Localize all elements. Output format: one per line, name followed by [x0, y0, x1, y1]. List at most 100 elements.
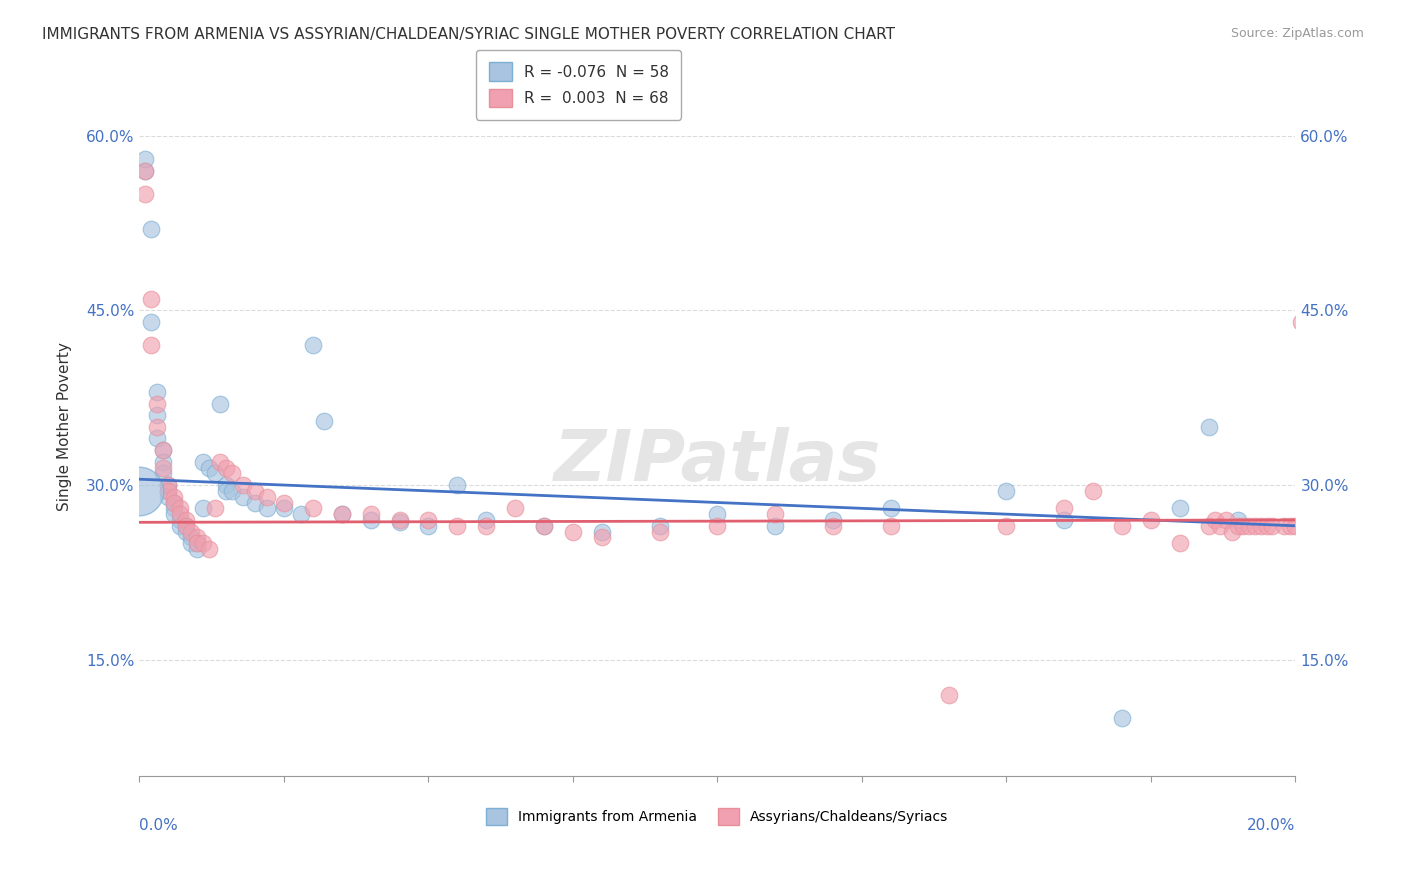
- Point: [152, 455, 174, 469]
- Point: [1111, 711, 1133, 725]
- Point: [1272, 518, 1295, 533]
- Point: [995, 518, 1018, 533]
- Point: [938, 688, 960, 702]
- Point: [1284, 518, 1306, 533]
- Point: [209, 396, 232, 410]
- Point: [204, 501, 226, 516]
- Text: Source: ZipAtlas.com: Source: ZipAtlas.com: [1230, 27, 1364, 40]
- Point: [1244, 518, 1267, 533]
- Point: [301, 338, 323, 352]
- Point: [1220, 524, 1243, 539]
- Point: [1250, 518, 1272, 533]
- Point: [163, 507, 186, 521]
- Point: [204, 467, 226, 481]
- Point: [533, 518, 555, 533]
- Point: [388, 513, 411, 527]
- Point: [163, 490, 186, 504]
- Point: [591, 524, 613, 539]
- Point: [215, 478, 238, 492]
- Point: [273, 495, 295, 509]
- Point: [360, 513, 382, 527]
- Point: [1081, 483, 1104, 498]
- Point: [706, 507, 728, 521]
- Point: [243, 483, 266, 498]
- Point: [388, 516, 411, 530]
- Point: [134, 152, 156, 166]
- Point: [1226, 513, 1249, 527]
- Point: [180, 531, 202, 545]
- Point: [561, 524, 583, 539]
- Point: [475, 518, 498, 533]
- Point: [533, 518, 555, 533]
- Point: [139, 222, 162, 236]
- Point: [146, 396, 169, 410]
- Point: [1237, 518, 1260, 533]
- Point: [198, 542, 221, 557]
- Point: [191, 536, 214, 550]
- Point: [209, 455, 232, 469]
- Point: [706, 518, 728, 533]
- Point: [180, 524, 202, 539]
- Point: [157, 478, 180, 492]
- Point: [648, 524, 671, 539]
- Point: [314, 414, 336, 428]
- Point: [1209, 518, 1232, 533]
- Point: [139, 292, 162, 306]
- Point: [1053, 501, 1076, 516]
- Point: [134, 163, 156, 178]
- Point: [139, 338, 162, 352]
- Point: [290, 507, 312, 521]
- Point: [418, 518, 440, 533]
- Point: [152, 460, 174, 475]
- Point: [174, 518, 197, 533]
- Point: [186, 536, 208, 550]
- Point: [256, 501, 278, 516]
- Point: [163, 501, 186, 516]
- Point: [174, 524, 197, 539]
- Point: [880, 518, 903, 533]
- Point: [1198, 518, 1220, 533]
- Point: [215, 460, 238, 475]
- Point: [180, 536, 202, 550]
- Point: [134, 163, 156, 178]
- Point: [174, 513, 197, 527]
- Point: [232, 490, 254, 504]
- Point: [1140, 513, 1163, 527]
- Point: [1278, 518, 1301, 533]
- Point: [1111, 518, 1133, 533]
- Point: [360, 507, 382, 521]
- Point: [1232, 518, 1254, 533]
- Point: [146, 408, 169, 422]
- Point: [1053, 513, 1076, 527]
- Point: [152, 443, 174, 458]
- Point: [146, 384, 169, 399]
- Point: [446, 478, 468, 492]
- Text: ZIPatlas: ZIPatlas: [554, 427, 882, 496]
- Legend: Immigrants from Armenia, Assyrians/Chaldeans/Syriacs: Immigrants from Armenia, Assyrians/Chald…: [479, 801, 955, 832]
- Point: [215, 483, 238, 498]
- Point: [475, 513, 498, 527]
- Point: [418, 513, 440, 527]
- Point: [273, 501, 295, 516]
- Point: [1204, 513, 1226, 527]
- Point: [648, 518, 671, 533]
- Point: [503, 501, 526, 516]
- Point: [1168, 536, 1191, 550]
- Point: [232, 478, 254, 492]
- Point: [1226, 518, 1249, 533]
- Text: 0.0%: 0.0%: [139, 818, 179, 833]
- Point: [591, 531, 613, 545]
- Text: 20.0%: 20.0%: [1247, 818, 1295, 833]
- Point: [1256, 518, 1278, 533]
- Point: [186, 536, 208, 550]
- Point: [221, 467, 243, 481]
- Point: [763, 518, 786, 533]
- Point: [146, 432, 169, 446]
- Point: [157, 490, 180, 504]
- Point: [191, 455, 214, 469]
- Point: [1289, 315, 1312, 329]
- Point: [139, 315, 162, 329]
- Point: [186, 531, 208, 545]
- Point: [128, 483, 150, 498]
- Point: [243, 495, 266, 509]
